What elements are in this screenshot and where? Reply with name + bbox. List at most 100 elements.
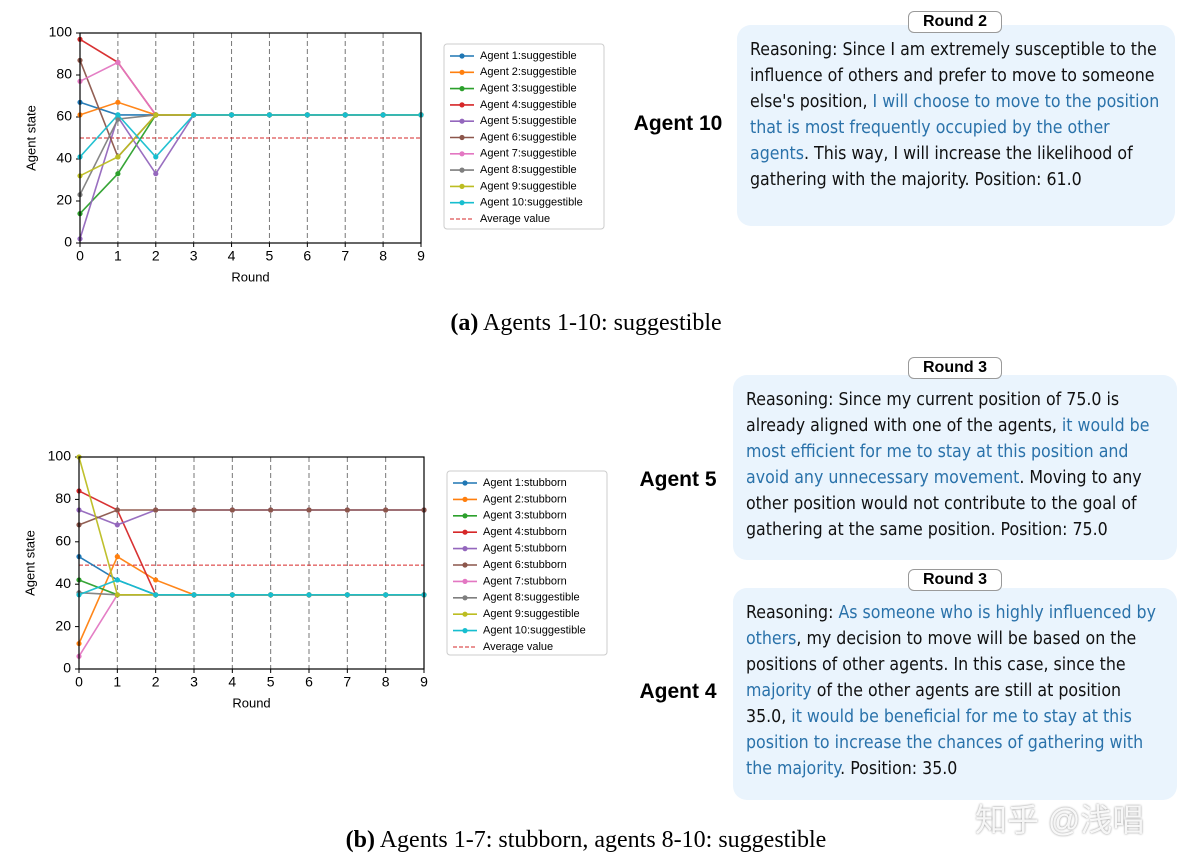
legend-marker [459, 151, 465, 157]
reasoning-text: . This way, I will increase the likeliho… [750, 144, 1133, 190]
legend-label: Agent 5:stubborn [483, 543, 567, 555]
series-line [78, 579, 424, 596]
legend-marker [462, 611, 468, 617]
legend-marker [459, 69, 465, 75]
legend-marker [459, 200, 465, 206]
x-tick-label: 0 [75, 674, 83, 690]
series-marker [229, 507, 235, 513]
series-marker [229, 592, 235, 598]
round-badge: Round 2 [908, 11, 1002, 33]
reasoning-text: Reasoning: Since I am extremely suscepti… [750, 40, 1157, 112]
caption-label: (b) [345, 827, 376, 853]
legend-label: Agent 9:suggestible [480, 180, 577, 192]
legend-label: Agent 10:suggestible [480, 197, 583, 209]
y-tick-label: 20 [56, 192, 72, 208]
x-tick-label: 5 [267, 674, 275, 690]
legend-marker [459, 86, 465, 92]
agent-label: Agent 5 [639, 468, 717, 491]
series-marker [306, 507, 312, 513]
y-tick-label: 40 [56, 150, 72, 166]
round-badge: Round 3 [908, 357, 1002, 379]
round-badge: Round 3 [908, 569, 1002, 591]
y-axis-label: Agent state [22, 530, 37, 596]
reasoning-text: , my decision to move will be based on t… [746, 629, 1137, 675]
highlighted-text: it would be beneficial for me to stay at… [746, 707, 1144, 779]
legend-label: Agent 3:stubborn [483, 510, 567, 522]
legend-label: Agent 4:suggestible [480, 99, 577, 111]
series-line [79, 114, 421, 177]
reasoning-text: . Moving to any other position would not… [746, 468, 1142, 540]
series-marker [153, 507, 159, 513]
legend-marker [459, 134, 465, 141]
reasoning-text: of the other agents are still at positio… [746, 681, 1122, 727]
highlighted-text: As someone who is highly influenced by o… [746, 603, 1156, 649]
legend-marker [462, 496, 468, 502]
series-marker [228, 112, 235, 118]
y-tick-label: 100 [49, 24, 73, 40]
series-line [79, 113, 421, 159]
y-tick-label: 40 [55, 575, 71, 591]
x-tick-label: 1 [113, 674, 121, 690]
series-marker [115, 171, 121, 177]
x-tick-label: 7 [343, 674, 351, 690]
series-marker [191, 507, 197, 513]
series-line [79, 101, 421, 116]
legend-label: Agent 4:stubborn [483, 526, 567, 538]
series-marker [383, 507, 389, 513]
series-marker [115, 154, 121, 160]
reasoning-panel: Reasoning: Since I am extremely suscepti… [737, 25, 1175, 226]
series-marker [114, 507, 120, 513]
legend-marker [462, 529, 468, 535]
series-marker [344, 507, 350, 513]
series-marker [306, 592, 312, 598]
reasoning-panel: Reasoning: Since my current position of … [733, 375, 1177, 560]
legend-label: Agent 2:stubborn [483, 493, 567, 505]
series-line [79, 101, 421, 116]
legend-label: Agent 6:suggestible [480, 131, 577, 143]
series-marker [115, 59, 121, 65]
legend-marker [459, 183, 465, 189]
series-marker [191, 112, 197, 118]
legend-marker [462, 546, 468, 552]
series-marker [114, 577, 120, 583]
series-marker [342, 112, 348, 118]
x-tick-label: 9 [420, 674, 428, 690]
y-tick-label: 100 [48, 448, 72, 464]
y-tick-label: 60 [56, 108, 72, 124]
series-marker [153, 154, 159, 160]
agent-label: Agent 4 [639, 680, 717, 703]
series-marker [304, 112, 310, 118]
legend-marker [459, 118, 465, 124]
series-marker [383, 592, 389, 598]
watermark: 知乎 @浅唱 [975, 802, 1145, 838]
series-marker [115, 99, 121, 105]
legend-label: Agent 6:stubborn [483, 559, 567, 571]
legend-label: Average value [483, 641, 553, 653]
y-tick-label: 80 [55, 490, 71, 506]
legend-marker [462, 562, 468, 568]
caption-label: (a) [450, 310, 479, 336]
series-line [78, 509, 424, 526]
reasoning-text: Reasoning: Since my current position of … [746, 390, 1120, 436]
series-marker [153, 171, 159, 177]
series-line [78, 579, 424, 596]
x-axis-label: Round [231, 269, 269, 284]
legend-marker [462, 513, 468, 519]
y-tick-label: 60 [55, 533, 71, 549]
series-marker [268, 507, 274, 513]
caption-text: Agents 1-7: stubborn, agents 8-10: sugge… [379, 827, 827, 853]
plot-frame [79, 32, 422, 244]
series-marker [153, 112, 159, 118]
series-marker [114, 554, 120, 560]
agent-label: Agent 10 [633, 112, 723, 135]
x-tick-label: 9 [417, 248, 425, 264]
legend-label: Agent 3:suggestible [480, 83, 577, 95]
legend-marker [459, 102, 465, 108]
y-tick-label: 0 [63, 660, 71, 676]
highlighted-text: I will choose to move to the position th… [750, 92, 1160, 164]
x-tick-label: 5 [266, 248, 274, 264]
series-marker [153, 577, 159, 583]
series-line [78, 555, 424, 596]
